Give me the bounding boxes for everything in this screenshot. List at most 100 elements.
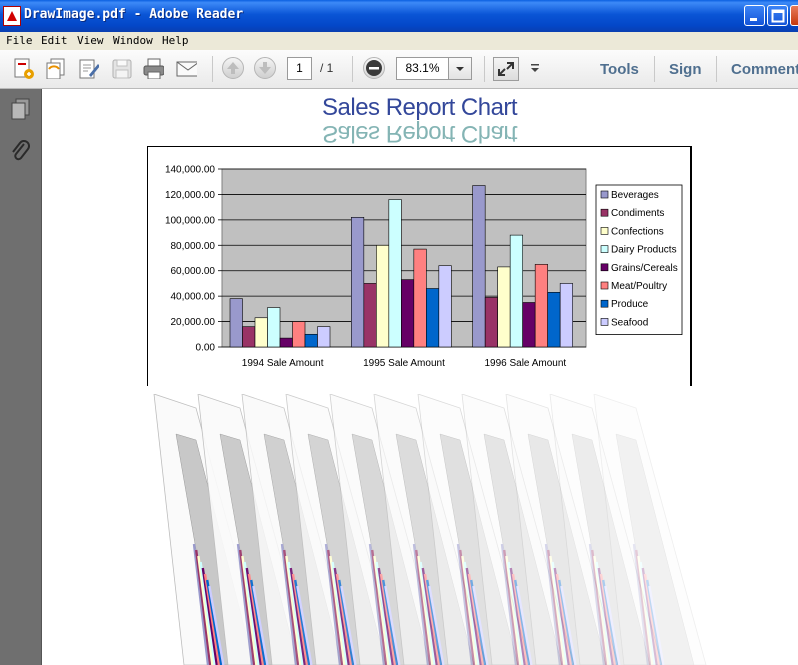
page-number-input[interactable]: 1 xyxy=(287,57,312,80)
sales-chart: 0.00 20,000.00 40,000.00 60,000.00 80,000.00… xyxy=(165,165,683,369)
document-title-reflection: Sales Report Chart xyxy=(322,120,518,147)
perspective-chart-copy xyxy=(461,394,575,665)
edit-document-icon[interactable] xyxy=(77,57,99,79)
bar-beverages xyxy=(229,298,243,348)
chart-frame: 0.00 20,000.00 40,000.00 60,000.00 80,000.00… xyxy=(147,146,692,386)
bar-dairy-products xyxy=(267,307,281,348)
menu-file[interactable]: File xyxy=(6,34,33,47)
maximize-icon xyxy=(771,9,785,23)
y-tick-label: 0.00 xyxy=(196,343,216,354)
bar-beverages xyxy=(472,185,486,348)
bar-seafood xyxy=(438,265,452,348)
previous-page-button[interactable] xyxy=(222,57,244,79)
print-icon[interactable] xyxy=(142,57,164,79)
legend-swatch xyxy=(600,281,609,290)
legend-swatch xyxy=(600,263,609,272)
maximize-button[interactable] xyxy=(767,5,788,26)
page-thumbnails-icon[interactable] xyxy=(9,97,33,121)
zoom-level-input[interactable]: 83.1% xyxy=(396,57,448,80)
legend-label: Meat/Poultry xyxy=(611,281,667,292)
bar-produce xyxy=(426,288,440,348)
toolbar-separator xyxy=(352,56,353,82)
expand-icon xyxy=(498,62,514,76)
perspective-chart-copy xyxy=(549,394,663,665)
zoom-dropdown-button[interactable] xyxy=(448,57,472,80)
legend-label: Seafood xyxy=(611,317,648,328)
bar-beverages xyxy=(351,217,365,348)
y-tick-label: 100,000.00 xyxy=(165,215,215,226)
sign-pane-button[interactable]: Sign xyxy=(669,61,702,78)
legend-label: Condiments xyxy=(611,208,664,219)
minimize-button[interactable] xyxy=(744,5,765,26)
toolbar-options-icon[interactable] xyxy=(528,62,542,76)
chevron-down-icon xyxy=(456,67,464,71)
attachments-icon[interactable] xyxy=(9,139,33,165)
bar-produce xyxy=(304,333,318,348)
legend-swatch xyxy=(600,190,609,199)
fit-page-button[interactable] xyxy=(493,57,519,81)
toolbar-separator xyxy=(654,56,655,82)
document-title: Sales Report Chart xyxy=(322,94,518,121)
legend-label: Dairy Products xyxy=(611,245,677,256)
legend-label: Produce xyxy=(611,299,649,310)
bar-condiments xyxy=(363,283,377,348)
x-tick-label: 1996 Sale Amount xyxy=(484,358,566,369)
zoom-out-button[interactable] xyxy=(363,57,385,79)
arrow-up-icon xyxy=(227,62,239,74)
window-title: DrawImage.pdf - Adobe Reader xyxy=(24,7,244,22)
bar-confections xyxy=(376,244,390,348)
toolbar-separator xyxy=(716,56,717,82)
tools-pane-button[interactable]: Tools xyxy=(600,61,639,78)
document-page[interactable]: Sales Report Chart Sales Report Chart 0.… xyxy=(42,89,798,665)
y-tick-label: 140,000.00 xyxy=(165,165,215,176)
next-page-button[interactable] xyxy=(254,57,276,79)
bar-condiments xyxy=(242,326,256,348)
perspective-chart-copy xyxy=(593,394,707,665)
perspective-chart-copy xyxy=(417,394,531,665)
minus-icon xyxy=(366,60,382,76)
legend-swatch xyxy=(600,208,609,217)
legend xyxy=(595,184,683,336)
toolbar xyxy=(0,50,798,89)
y-tick-label: 120,000.00 xyxy=(165,190,215,201)
y-tick-label: 20,000.00 xyxy=(171,317,216,328)
legend-swatch xyxy=(600,299,609,308)
close-button[interactable] xyxy=(790,5,798,26)
bar-seafood xyxy=(559,283,573,348)
perspective-chart-images xyxy=(153,394,707,665)
menu-edit[interactable]: Edit xyxy=(41,34,68,47)
menu-view[interactable]: View xyxy=(77,34,104,47)
bar-meat-poultry xyxy=(292,321,306,348)
arrow-down-icon xyxy=(259,62,271,74)
bar-produce xyxy=(547,292,561,348)
comment-pane-button[interactable]: Comment xyxy=(731,61,798,78)
combine-files-icon[interactable] xyxy=(44,57,66,79)
legend-swatch xyxy=(600,318,609,326)
bar-confections xyxy=(497,266,511,348)
email-icon[interactable] xyxy=(175,57,197,79)
bar-dairy-products xyxy=(509,234,523,348)
menu-window[interactable]: Window xyxy=(113,34,153,47)
bar-grains-cereals xyxy=(522,302,536,348)
perspective-chart-copy xyxy=(505,394,619,665)
create-pdf-icon[interactable] xyxy=(12,57,34,79)
bar-meat-poultry xyxy=(413,248,427,348)
page-total: / 1 xyxy=(320,61,334,75)
bar-meat-poultry xyxy=(534,264,548,348)
save-icon[interactable] xyxy=(110,57,132,79)
legend-label: Confections xyxy=(611,226,664,237)
x-tick-label: 1995 Sale Amount xyxy=(363,358,445,369)
x-tick-label: 1994 Sale Amount xyxy=(242,358,324,369)
menu-help[interactable]: Help xyxy=(162,34,189,47)
toolbar-separator xyxy=(212,56,213,82)
title-bar[interactable]: DrawImage.pdf - Adobe Reader xyxy=(0,0,798,32)
adobe-pdf-icon xyxy=(3,6,21,26)
legend-label: Beverages xyxy=(611,190,659,201)
legend-label: Grains/Cereals xyxy=(611,263,678,274)
minimize-icon xyxy=(750,18,757,21)
legend-swatch xyxy=(600,245,609,253)
legend-swatch xyxy=(600,227,609,235)
bar-condiments xyxy=(484,297,498,348)
navigation-pane xyxy=(0,89,42,665)
bar-grains-cereals xyxy=(279,337,293,348)
